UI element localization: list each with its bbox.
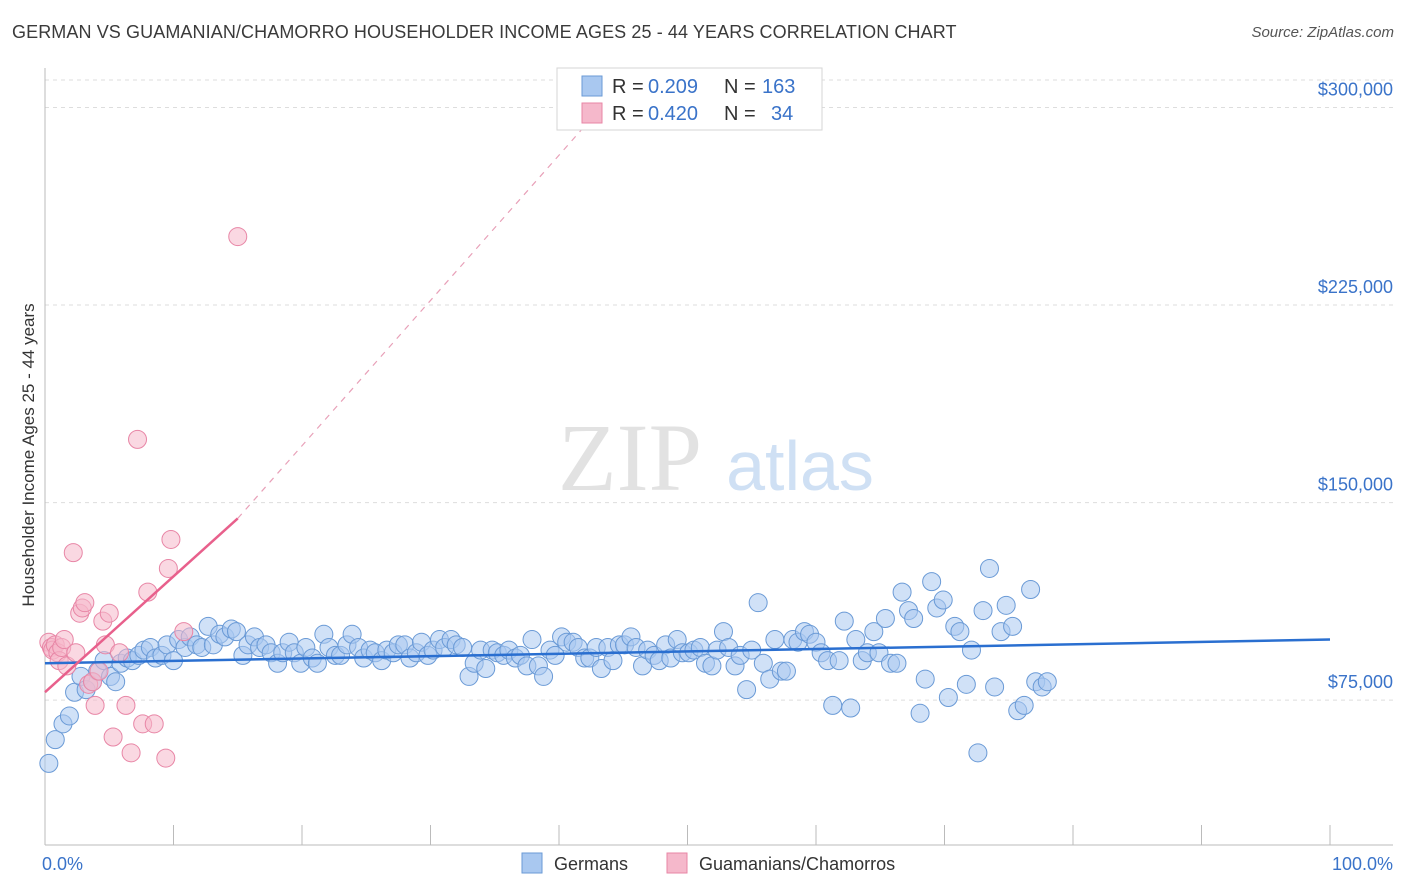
legend-r-label-germans: R = [612, 76, 644, 98]
legend-n-label-guamanians: N = [724, 103, 756, 125]
x-tick-label-min: 0.0% [42, 854, 83, 874]
guamanians-trend-extension [237, 67, 637, 519]
guamanians-points [39, 227, 248, 768]
guamanians-trend-line [44, 517, 239, 694]
legend-r-value-germans: 0.209 [648, 76, 698, 98]
legend-swatch-guamanians [581, 102, 603, 124]
chart-title: GERMAN VS GUAMANIAN/CHAMORRO HOUSEHOLDER… [12, 22, 957, 42]
y-axis-label: Householder Income Ages 25 - 44 years [19, 303, 38, 606]
bottom-legend-label-germans: Germans [554, 854, 628, 874]
germans-point [922, 572, 942, 592]
germans-points [39, 558, 1057, 773]
germans-point [904, 608, 924, 628]
germans-point [915, 669, 935, 689]
x-tick-label-max: 100.0% [1332, 854, 1393, 874]
watermark-zip: ZIP [558, 404, 702, 511]
germans-point [968, 743, 988, 763]
x-axis-ticks [44, 825, 1331, 845]
y-tick-label: $225,000 [1318, 277, 1393, 297]
germans-point [938, 688, 958, 708]
guamanians-point [85, 695, 105, 715]
germans-point [973, 601, 993, 621]
top-legend: R = 0.209 N = 163 R = 0.420 N = 34 [556, 67, 823, 131]
guamanians-point [54, 630, 74, 650]
germans-point [776, 661, 796, 681]
germans-point [545, 645, 565, 665]
bottom-legend-swatch-germans [521, 852, 543, 874]
germans-point [534, 666, 554, 686]
germans-point [823, 695, 843, 715]
germans-point [39, 753, 59, 773]
germans-point [1021, 580, 1041, 600]
germans-point [1014, 695, 1034, 715]
germans-point [476, 659, 496, 679]
guamanians-point [156, 748, 176, 768]
germans-point [603, 651, 623, 671]
y-tick-label: $300,000 [1318, 80, 1393, 100]
germans-point [59, 706, 79, 726]
bottom-legend-label-guamanians: Guamanians/Chamorros [699, 854, 895, 874]
germans-point [1003, 616, 1023, 636]
guamanians-point [144, 714, 164, 734]
germans-point [748, 593, 768, 613]
guamanians-point [103, 727, 123, 747]
y-tick-label: $75,000 [1328, 672, 1393, 692]
bottom-legend: Germans Guamanians/Chamorros [521, 852, 895, 874]
guamanians-point [116, 695, 136, 715]
germans-point [829, 651, 849, 671]
legend-r-label-guamanians: R = [612, 103, 644, 125]
germans-point [226, 622, 246, 642]
germans-point [841, 698, 861, 718]
germans-point [864, 622, 884, 642]
germans-point [875, 608, 895, 628]
germans-point [910, 703, 930, 723]
guamanians-point [99, 603, 119, 623]
guamanians-point [110, 643, 130, 663]
guamanians-point [121, 743, 141, 763]
guamanians-point [89, 661, 109, 681]
germans-point [834, 611, 854, 631]
gridlines [45, 79, 1393, 701]
legend-n-label-germans: N = [724, 76, 756, 98]
guamanians-point [228, 227, 248, 247]
guamanians-point [158, 558, 178, 578]
germans-point [753, 653, 773, 673]
germans-point [950, 622, 970, 642]
watermark-atlas: atlas [726, 427, 874, 505]
germans-point [933, 590, 953, 610]
germans-point [956, 674, 976, 694]
germans-point [713, 622, 733, 642]
chart-source: Source: ZipAtlas.com [1251, 24, 1394, 41]
germans-point [985, 677, 1005, 697]
legend-n-value-germans: 163 [762, 76, 795, 98]
germans-point [892, 582, 912, 602]
germans-point [961, 640, 981, 660]
germans-point [996, 595, 1016, 615]
germans-point [522, 630, 542, 650]
germans-point [45, 730, 65, 750]
germans-point [737, 680, 757, 700]
germans-point [106, 672, 126, 692]
guamanians-point [75, 593, 95, 613]
guamanians-point [63, 543, 83, 563]
guamanians-point [128, 429, 148, 449]
germans-point [453, 637, 473, 657]
legend-r-value-guamanians: 0.420 [648, 103, 698, 125]
y-tick-labels: $75,000 $150,000 $225,000 $300,000 [1318, 80, 1393, 693]
germans-trend-line [44, 638, 1331, 665]
guamanians-point [174, 622, 194, 642]
germans-point [979, 558, 999, 578]
y-tick-label: $150,000 [1318, 475, 1393, 495]
germans-point [765, 630, 785, 650]
legend-swatch-germans [581, 75, 603, 97]
germans-point [1037, 672, 1057, 692]
germans-point [887, 653, 907, 673]
legend-n-value-guamanians: 34 [771, 103, 793, 125]
guamanians-point [161, 529, 181, 549]
germans-point [702, 656, 722, 676]
bottom-legend-swatch-guamanians [666, 852, 688, 874]
germans-point [690, 637, 710, 657]
